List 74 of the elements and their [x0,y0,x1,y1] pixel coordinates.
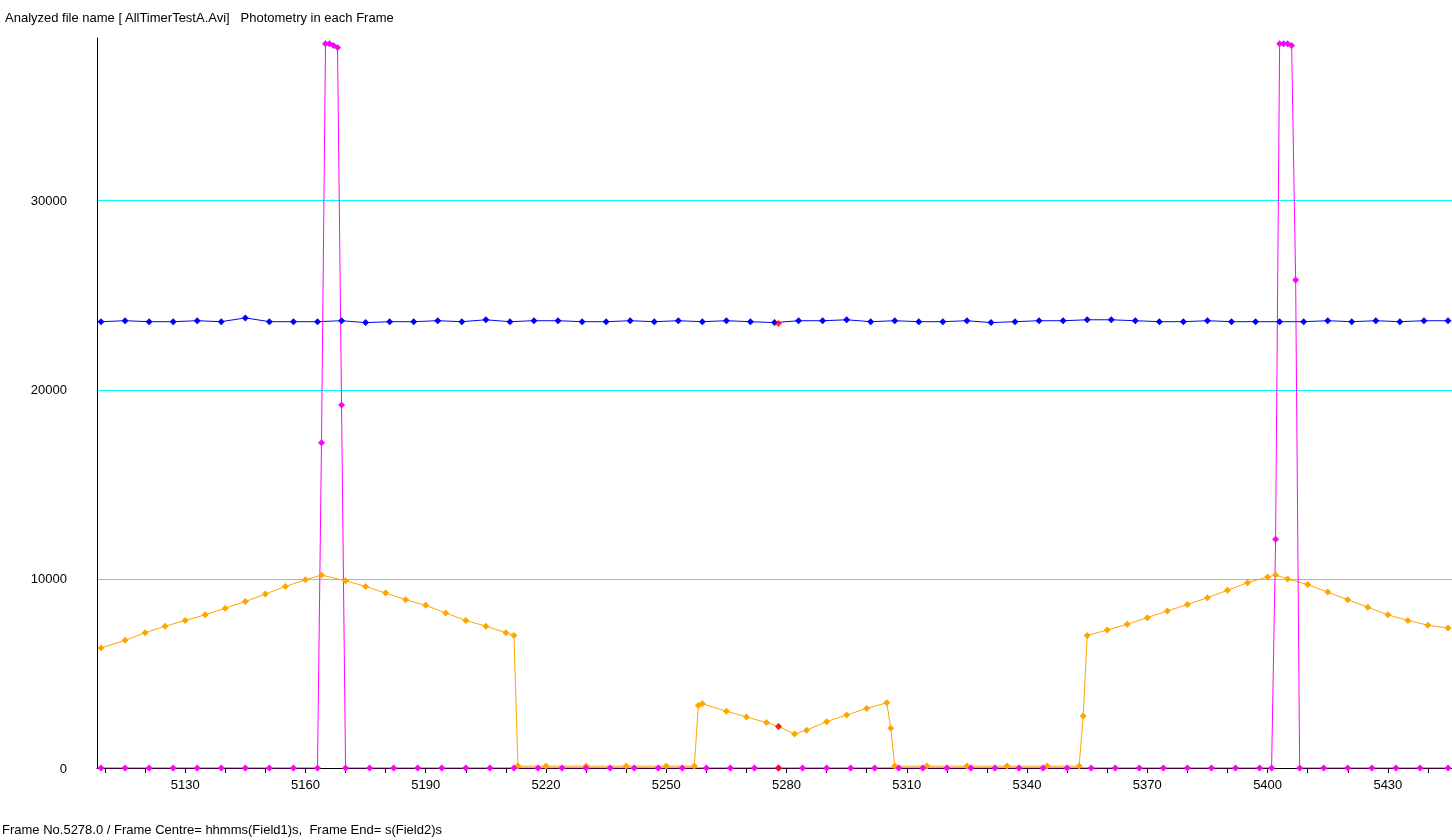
point [1252,318,1260,326]
point [1059,317,1067,325]
y-tick-label: 30000 [30,193,67,209]
point [578,318,586,326]
y-tick-label: 20000 [30,382,67,398]
point [867,318,875,326]
point [434,317,442,325]
point [963,317,971,325]
x-tick-label: 5160 [291,777,320,792]
point [169,318,177,326]
point [289,318,297,326]
x-tick-label: 5250 [651,777,681,792]
y-tick-label: 0 [59,760,67,776]
point [1372,317,1380,325]
point [410,318,418,326]
point [987,319,995,327]
point [506,318,514,326]
point [1444,317,1452,325]
point [1155,318,1163,326]
point [482,316,490,324]
point [674,317,682,325]
point [602,318,610,326]
chart-title: Analyzed file name [ AllTimerTestA.Avi] Photometry in each Frame [5,10,394,25]
point [1420,317,1428,325]
point [1131,317,1139,325]
point [1083,316,1091,324]
x-tick-label: 5430 [1373,777,1403,792]
point [1300,318,1308,326]
point [241,314,249,322]
point [362,319,370,327]
point [939,318,947,326]
point [554,317,562,325]
point [1107,316,1115,324]
point [1348,318,1356,326]
point [1179,318,1187,326]
point [843,316,851,324]
point [775,320,783,328]
point [338,317,346,325]
point [458,318,466,326]
point [891,317,899,325]
point [1203,317,1211,325]
point [626,317,634,325]
point [1324,317,1332,325]
x-tick-label: 5370 [1132,777,1162,792]
point [265,318,273,326]
x-tick-label: 5190 [411,777,441,792]
point [1228,318,1236,326]
point [217,318,225,326]
point [1035,317,1043,325]
x-tick-label: 5400 [1253,777,1283,792]
point [1276,318,1284,326]
point [1011,318,1019,326]
point [97,318,105,326]
point [530,317,538,325]
point [795,317,803,325]
text: Frame No.5278.0 / Frame Centre= hhmms(Field1)s, Frame End= s(Field2)s [2,822,443,837]
x-tick-label: 5280 [772,777,801,792]
point [698,318,706,326]
x-tick-label: 5310 [892,777,922,792]
point [915,318,923,326]
x-tick-label: 5340 [1012,777,1042,792]
point [386,318,394,326]
point [313,318,321,326]
point [819,317,827,325]
x-tick-label: 5220 [531,777,561,792]
point [1396,318,1404,326]
point [650,318,658,326]
point [121,317,129,325]
x-tick-label: 5130 [170,777,200,792]
point [722,317,730,325]
y-tick-label: 10000 [30,571,67,587]
point [746,318,754,326]
point [193,317,201,325]
point [145,318,153,326]
